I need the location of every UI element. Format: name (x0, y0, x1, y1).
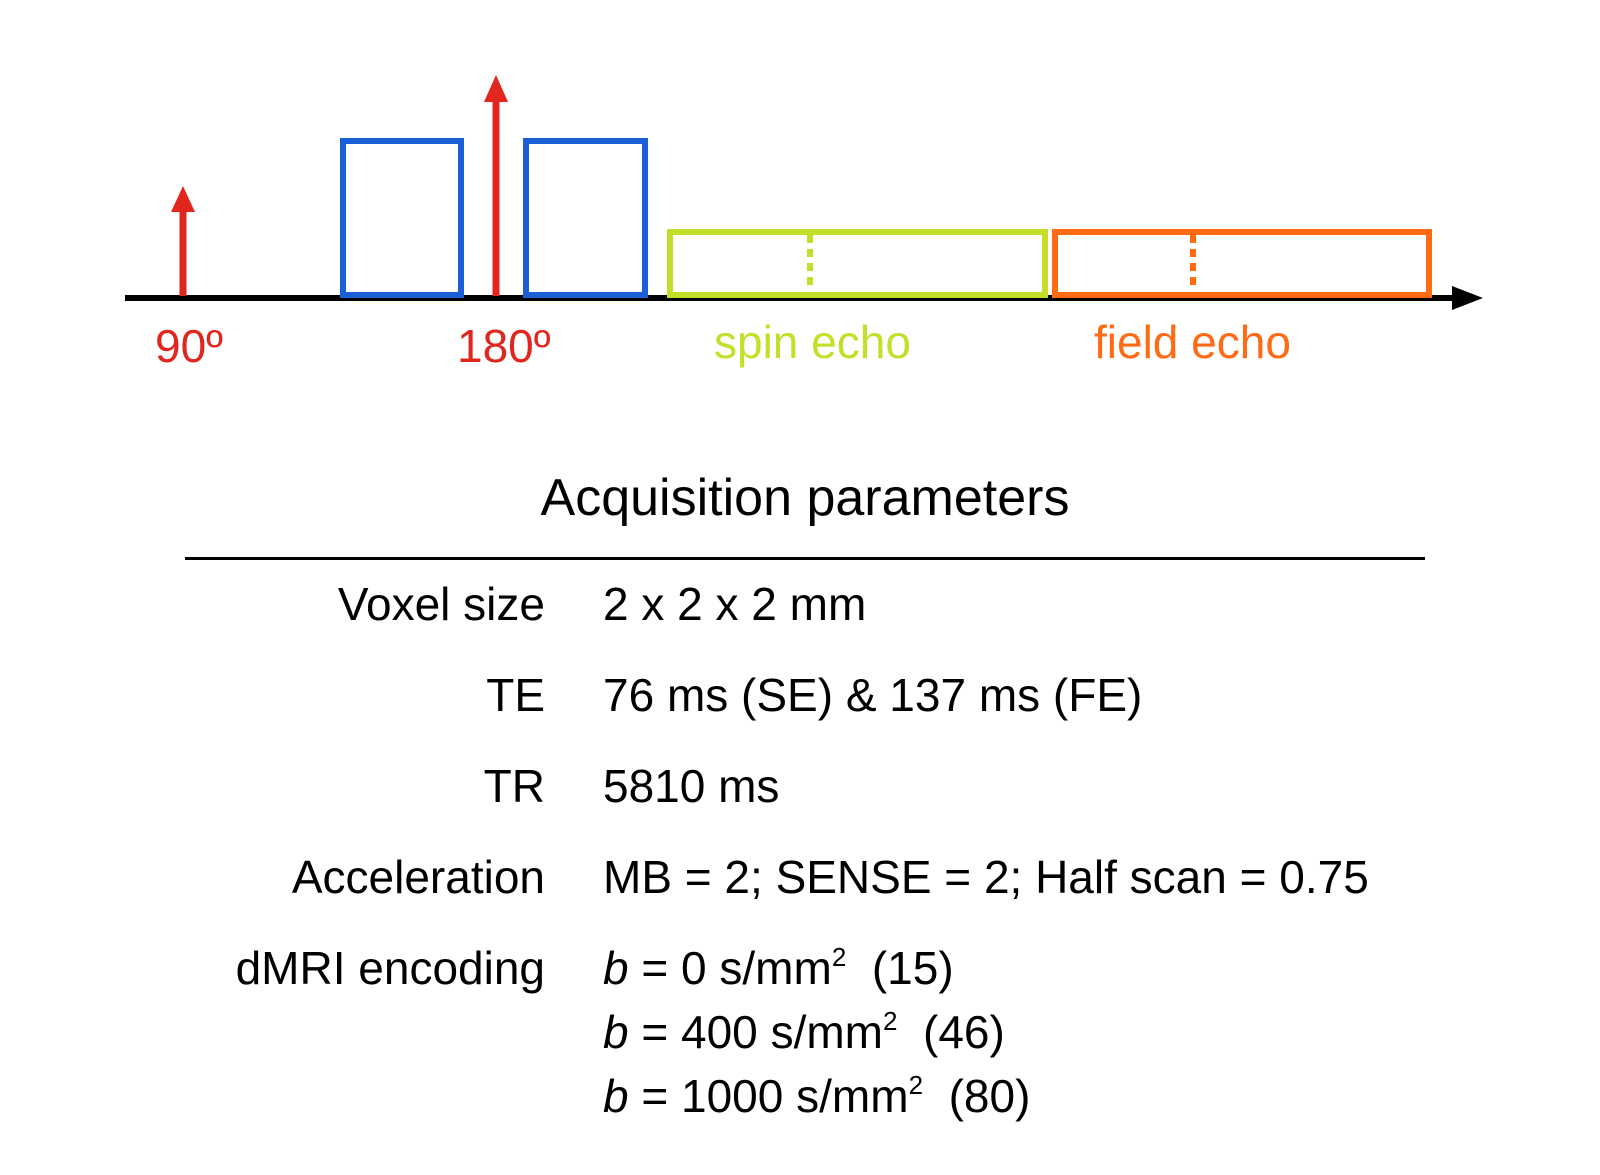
pulse-90-label: 90º (155, 320, 223, 372)
param-label-tr: TR (483, 760, 545, 812)
spin-echo-readout (667, 229, 1048, 298)
b-count: (80) (948, 1070, 1031, 1122)
param-label-acceleration: Acceleration (291, 851, 545, 903)
params-title-rule (185, 557, 1425, 560)
b-count: (46) (923, 1006, 1005, 1058)
params-title: Acquisition parameters (540, 469, 1070, 527)
pulse-180-arrowhead (484, 75, 508, 102)
b-value-line: b = 1000 s/mm2 (80) (603, 1068, 1030, 1132)
field-echo-label: field echo (1094, 316, 1291, 368)
b-symbol: b (603, 1070, 629, 1122)
b-unit-power: 2 (882, 1006, 898, 1036)
param-value-acceleration: MB = 2; SENSE = 2; Half scan = 0.75 (603, 851, 1369, 903)
param-value-te: 76 ms (SE) & 137 ms (FE) (603, 669, 1143, 721)
param-value-dmri-encoding: b = 0 s/mm2 (15) b = 400 s/mm2 (46) b = … (603, 940, 1030, 1132)
param-label-voxel-size: Voxel size (337, 578, 545, 630)
b-value-line: b = 400 s/mm2 (46) (603, 1004, 1030, 1068)
b-unit: s/mm (796, 1070, 909, 1122)
param-value-tr: 5810 ms (603, 760, 780, 812)
b-unit: s/mm (770, 1006, 883, 1058)
pulse-180-label: 180º (457, 320, 551, 372)
b-value: = 0 (641, 942, 707, 994)
pulse-sequence-diagram: 90º 180º spin echo field echo (125, 75, 1483, 372)
b-count: (15) (871, 942, 954, 994)
time-axis-arrowhead (1452, 286, 1483, 310)
b-unit: s/mm (719, 942, 832, 994)
b-unit-power: 2 (831, 942, 847, 972)
b-symbol: b (603, 942, 629, 994)
b-unit-power: 2 (908, 1070, 924, 1100)
b-value: = 1000 (641, 1070, 784, 1122)
diffusion-gradient-lobe-2 (523, 138, 648, 298)
field-echo-readout (1052, 229, 1432, 298)
param-label-dmri-encoding: dMRI encoding (235, 942, 545, 994)
pulse-90-arrowhead (171, 186, 195, 212)
spin-echo-label: spin echo (714, 316, 911, 368)
b-symbol: b (603, 1006, 629, 1058)
param-label-te: TE (486, 669, 545, 721)
param-value-voxel-size: 2 x 2 x 2 mm (603, 578, 867, 630)
b-value: = 400 (641, 1006, 758, 1058)
diffusion-gradient-lobe-1 (340, 138, 464, 298)
b-value-line: b = 0 s/mm2 (15) (603, 940, 1030, 1004)
